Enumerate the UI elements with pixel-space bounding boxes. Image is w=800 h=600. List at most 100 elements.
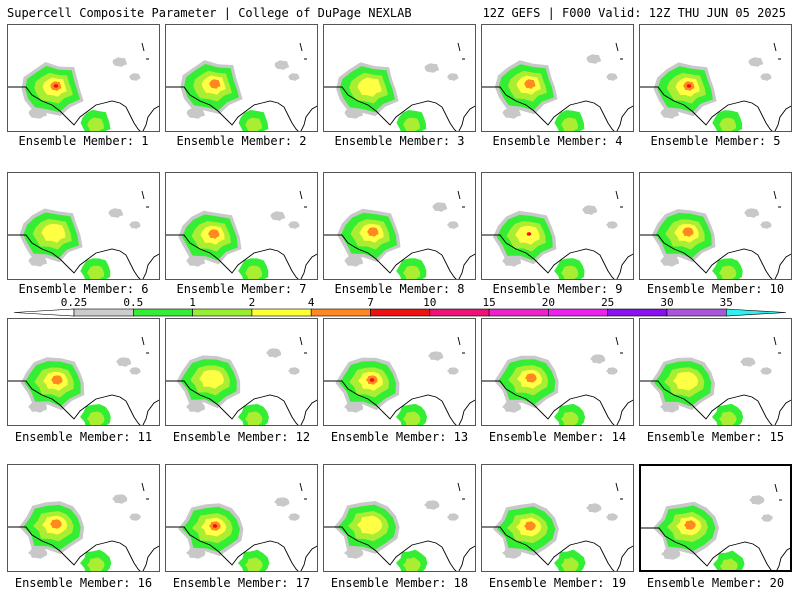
island-outline xyxy=(457,42,465,60)
ensemble-member-label: Ensemble Member: 19 xyxy=(488,576,627,590)
island-outline xyxy=(299,42,307,60)
colorbar-tick-label: 35 xyxy=(719,296,733,309)
ensemble-member-panel[interactable] xyxy=(165,172,318,280)
colorbar-segment xyxy=(251,308,312,317)
ensemble-member-panel[interactable] xyxy=(481,172,634,280)
scp-contour-1 xyxy=(403,557,421,571)
coastline xyxy=(8,234,159,279)
scp-low-area xyxy=(428,351,444,361)
colorbar-tick-label: 0.5 xyxy=(123,296,144,309)
scp-contour-1 xyxy=(245,265,263,279)
ensemble-member-label: Ensemble Member: 9 xyxy=(492,282,623,296)
island-outline xyxy=(299,482,307,500)
scp-low-area xyxy=(660,255,679,267)
colorbar-tick-label: 0.25 xyxy=(60,296,88,309)
scp-map xyxy=(8,482,159,571)
colorbar-segment xyxy=(666,308,727,317)
ensemble-member-label: Ensemble Member: 1 xyxy=(18,134,149,148)
colorbar-tick-label: 1 xyxy=(189,296,196,309)
ensemble-member-panel[interactable] xyxy=(639,318,792,426)
ensemble-member-panel[interactable] xyxy=(639,464,792,572)
ensemble-member-panel[interactable] xyxy=(481,24,634,132)
scp-low-area xyxy=(447,513,459,521)
ensemble-member-label: Ensemble Member: 12 xyxy=(172,430,311,444)
scp-low-area xyxy=(270,211,286,221)
scp-contour-4 xyxy=(524,521,536,531)
ensemble-member-panel[interactable] xyxy=(323,464,476,572)
scp-map xyxy=(482,336,633,425)
ensemble-member-panel[interactable] xyxy=(481,318,634,426)
scp-map xyxy=(324,190,475,279)
scp-map xyxy=(166,190,317,279)
scp-low-area xyxy=(274,497,290,507)
scp-contour-1 xyxy=(87,557,105,571)
scp-low-area xyxy=(447,221,459,229)
scp-contour-4 xyxy=(524,79,536,89)
colorbar-segment xyxy=(310,308,371,317)
ensemble-member-panel[interactable] xyxy=(7,318,160,426)
scp-low-area xyxy=(129,513,141,521)
scp-contour-2 xyxy=(199,369,224,389)
ensemble-member-panel[interactable] xyxy=(165,24,318,132)
scp-low-area xyxy=(447,367,459,375)
scp-contour-1 xyxy=(87,411,105,425)
island-outline xyxy=(615,482,623,500)
ensemble-member-label: Ensemble Member: 7 xyxy=(176,282,307,296)
ensemble-member-panel[interactable] xyxy=(323,318,476,426)
scp-low-area xyxy=(760,73,772,81)
island-outline xyxy=(615,42,623,60)
ensemble-member-label: Ensemble Member: 14 xyxy=(488,430,627,444)
ensemble-member-label: Ensemble Member: 16 xyxy=(14,576,153,590)
island-outline xyxy=(141,482,149,500)
island-outline xyxy=(615,190,623,208)
scp-contour-1 xyxy=(561,411,579,425)
island-outline xyxy=(299,336,307,354)
ensemble-member-label: Ensemble Member: 20 xyxy=(646,576,785,590)
coastline xyxy=(482,234,633,279)
scp-contour-1 xyxy=(87,265,104,279)
scp-low-area xyxy=(447,73,459,81)
scp-contour-2 xyxy=(41,223,66,243)
ensemble-member-panel[interactable] xyxy=(165,318,318,426)
scp-contour-2 xyxy=(357,77,382,97)
scp-low-area xyxy=(586,503,602,513)
scp-low-area xyxy=(108,208,124,218)
scp-contour-2 xyxy=(357,515,383,535)
colorbar-segment xyxy=(725,308,787,317)
scp-map xyxy=(8,190,159,279)
scp-low-area xyxy=(590,354,606,364)
colorbar-segment xyxy=(370,308,431,317)
scp-contour-1 xyxy=(719,117,736,131)
ensemble-member-label: Ensemble Member: 15 xyxy=(646,430,785,444)
coastline xyxy=(166,234,317,279)
scp-low-area xyxy=(288,73,300,81)
scp-low-area xyxy=(344,547,364,559)
scp-contour-7 xyxy=(526,232,532,236)
product-title: Supercell Composite Parameter | College … xyxy=(7,6,412,20)
scp-map xyxy=(482,190,633,279)
ensemble-member-label: Ensemble Member: 4 xyxy=(492,134,623,148)
colorbar-segment xyxy=(607,308,668,317)
ensemble-member-panel[interactable] xyxy=(481,464,634,572)
scp-contour-1 xyxy=(403,117,420,131)
ensemble-member-panel[interactable] xyxy=(165,464,318,572)
ensemble-member-panel[interactable] xyxy=(323,172,476,280)
ensemble-member-label: Ensemble Member: 13 xyxy=(330,430,469,444)
scp-map xyxy=(640,42,791,131)
ensemble-member-panel[interactable] xyxy=(639,172,792,280)
ensemble-member-panel[interactable] xyxy=(323,24,476,132)
ensemble-member-panel[interactable] xyxy=(7,464,160,572)
ensemble-member-panel[interactable] xyxy=(7,172,160,280)
scp-low-area xyxy=(28,255,47,267)
scp-low-area xyxy=(186,107,205,119)
ensemble-member-panel[interactable] xyxy=(639,24,792,132)
scp-map xyxy=(166,336,317,425)
colorbar-tick-label: 20 xyxy=(541,296,556,309)
ensemble-member-panel[interactable] xyxy=(7,24,160,132)
colorbar-legend: 0.25 0.5 1 2 4 7 10 15 20 25 30 35 xyxy=(0,296,800,320)
scp-low-area xyxy=(112,494,128,504)
scp-low-area xyxy=(748,57,764,67)
scp-low-area xyxy=(112,57,128,67)
colorbar-tick-label: 2 xyxy=(248,296,256,309)
scp-low-area xyxy=(129,221,141,229)
